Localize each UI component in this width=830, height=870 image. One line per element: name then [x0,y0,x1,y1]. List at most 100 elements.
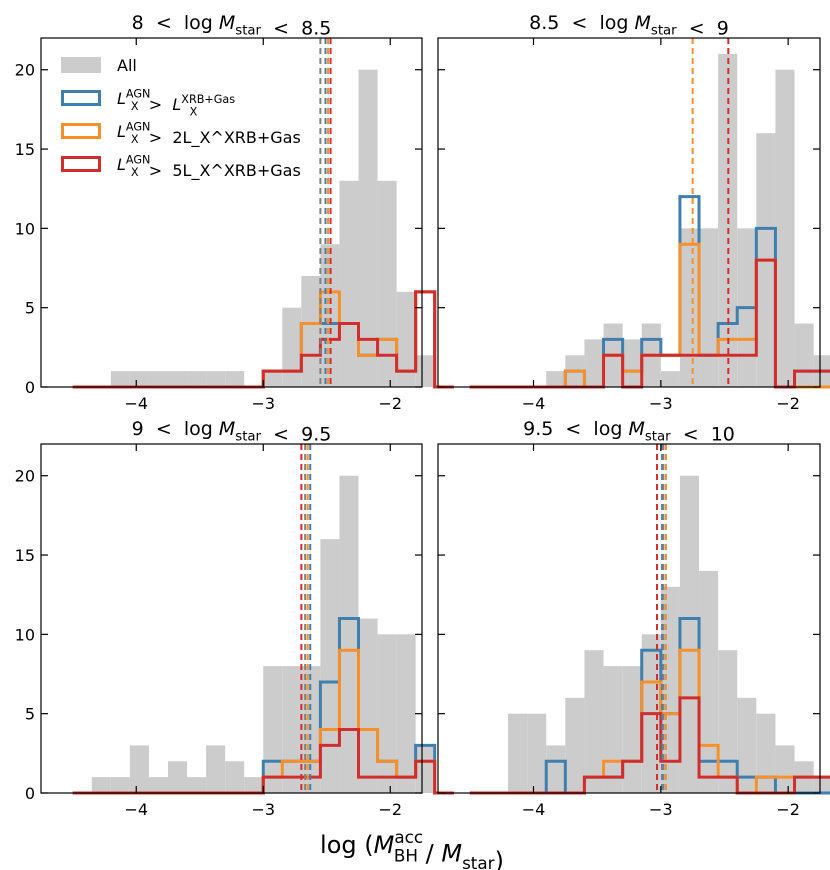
legend-swatch [61,123,101,139]
bar-all [129,371,149,387]
bar-all [168,761,188,793]
panel-title: 9.5 < log Mstar < 10 [523,418,735,446]
bar-all [225,761,245,793]
legend-label: LAGN X > 5L_X^XRB+Gas [117,153,301,180]
axes-frame [40,443,423,794]
bar-all [91,777,111,793]
bar-all [527,713,547,793]
panel-1: −4 −3 −2 0 5 10 15 20 8 < log Mstar < 8.5 [15,12,454,413]
x-tick-label: −4 [522,394,546,413]
bar-all [737,697,757,793]
y-tick-label: 10 [15,219,35,238]
x-tick-label: −2 [776,394,800,413]
bar-all [660,371,680,387]
bar-all [775,69,795,388]
bar-all [546,371,566,387]
legend-swatch [61,90,101,106]
y-tick-label: 15 [15,140,35,159]
bar-all [813,777,830,793]
axes-frame [437,37,821,388]
x-tick-label: −3 [251,394,275,413]
panel-3: −4 −3 −2 0 5 10 15 20 9 < log Mstar < 9.5 [15,418,454,819]
bar-all [546,745,566,793]
bar-all [168,371,188,387]
x-tick-label: −4 [124,394,148,413]
bar-all [699,228,719,387]
axes-frame [40,37,423,388]
x-tick-label: −3 [251,800,275,819]
x-tick-label: −3 [649,800,673,819]
bar-all [339,180,359,387]
bar-all [358,69,378,388]
bar-all [187,371,207,387]
bar-all [565,697,585,793]
y-tick-label: 0 [25,378,35,397]
bar-all [603,666,623,793]
legend-swatch [61,156,101,172]
bar-all [320,539,340,793]
y-tick-label: 0 [25,784,35,803]
bar-all [110,371,130,387]
panel-title: 8 < log Mstar < 8.5 [132,12,332,40]
panel-4: −4 −3 −2 9.5 < log Mstar < 10 [437,418,830,819]
axes-frame [437,443,821,794]
bar-all [396,634,416,793]
legend-swatch [61,57,101,73]
bar-all [358,618,378,793]
bar-all [206,745,226,793]
bar-all [775,745,795,793]
bar-all [110,777,130,793]
x-tick-label: −2 [378,394,402,413]
bar-all [301,275,321,387]
bar-all [679,475,700,793]
y-tick-label: 5 [25,705,35,724]
bar-all [320,244,340,387]
bar-all [622,339,642,387]
bar-all [263,371,283,387]
bar-all [584,339,604,387]
bar-all [225,371,245,387]
y-tick-label: 20 [15,467,35,486]
bar-all [794,323,814,387]
bar-all [718,650,738,793]
bar-all [282,307,302,387]
x-tick-label: −2 [378,800,402,819]
y-tick-label: 5 [25,299,35,318]
bar-all [148,371,168,387]
x-tick-label: −4 [522,800,546,819]
bar-all [244,777,264,793]
y-tick-label: 20 [15,61,35,80]
legend-label: LAGN X > LXRB+Gas X [117,87,235,118]
panel-title: 8.5 < log Mstar < 9 [529,12,729,40]
x-tick-label: −4 [124,800,148,819]
bar-all [415,745,435,793]
legend-label: All [117,56,137,75]
bar-all [622,666,642,793]
legend-label: LAGN X > 2L_X^XRB+Gas [117,120,301,147]
bar-all [377,634,397,793]
bar-all [377,180,397,387]
bar-all [282,666,302,793]
y-tick-label: 15 [15,546,35,565]
bar-all [508,713,528,793]
bar-all [679,228,700,387]
panel-2: −4 −3 −2 8.5 < log Mstar < 9 [437,12,830,413]
bar-all [206,371,226,387]
x-axis-label: log (Macc BH / Mstar) [320,827,504,870]
bar-all [415,355,435,387]
bar-all [584,650,604,793]
bar-all [263,666,283,793]
panel-title: 9 < log Mstar < 9.5 [132,418,332,446]
bar-all [756,713,776,793]
bar-all [187,777,207,793]
bar-all [129,745,149,793]
y-tick-label: 10 [15,625,35,644]
x-tick-label: −2 [776,800,800,819]
bar-all [148,777,168,793]
x-tick-label: −3 [649,394,673,413]
bar-all [699,570,719,793]
bar-all [339,475,359,793]
bar-all [396,291,416,387]
